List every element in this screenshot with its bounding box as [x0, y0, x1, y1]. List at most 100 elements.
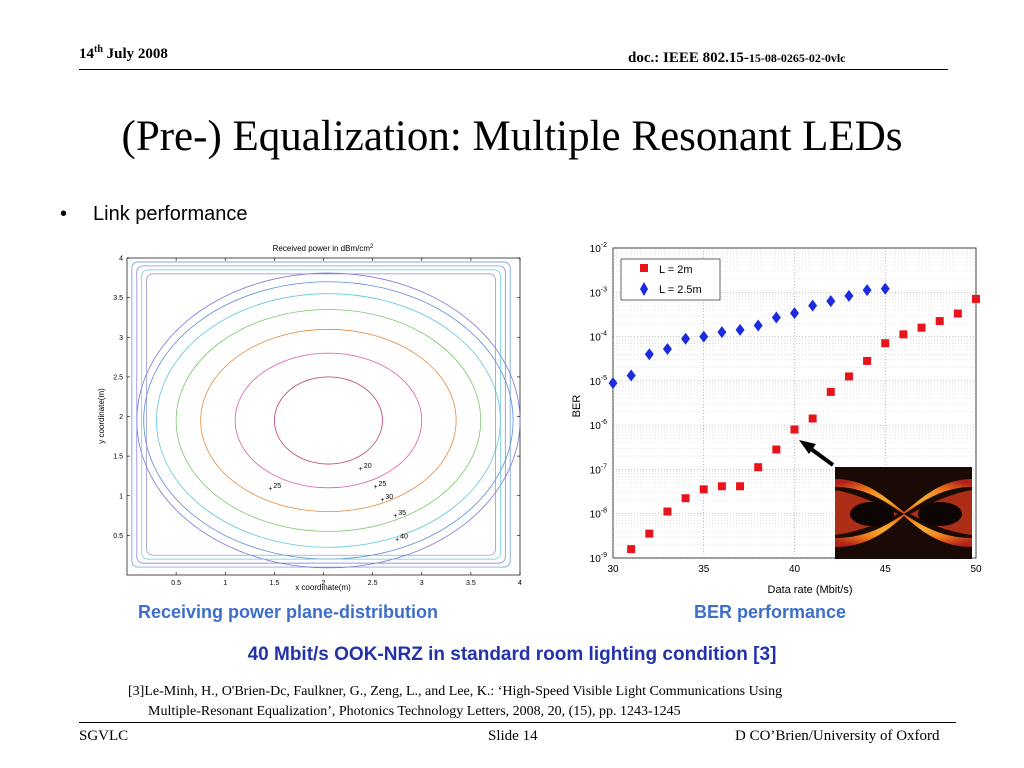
contour-figure: Received power in dBm/cm2 0.5 1 1.5 2 2.5 3 3.… [86, 238, 532, 596]
contour-marker: + [393, 513, 397, 520]
ber-chart: 10-9 10-8 10-7 10-6 10-5 10-4 10-3 10-2 30 35 40 45… [571, 242, 982, 596]
ber-ticks: 10-9 10-8 10-7 10-6 10-5 10-4 10-3 10-2 30 35 40 45… [590, 242, 982, 575]
ber-point-2m [736, 482, 745, 491]
ber-point-2m [826, 387, 835, 396]
contour-ring [273, 376, 383, 465]
ber-point-25m [608, 377, 618, 390]
contour-y-tick-label: 3 [119, 335, 123, 342]
ber-x-tick-label: 30 [607, 564, 619, 575]
ber-point-2m [863, 356, 872, 365]
contour-marker: + [374, 484, 378, 491]
footer-rule [79, 722, 956, 723]
ber-point-25m [771, 311, 781, 324]
contour-level-label: 25 [379, 481, 387, 488]
bullet-marker: • [60, 203, 68, 225]
ber-y-tick-label: 10-2 [590, 242, 607, 255]
ber-point-25m [808, 299, 818, 312]
reference-line-2: Multiple-Resonant Equalization’, Photoni… [148, 704, 681, 719]
ber-x-label: Data rate (Mbit/s) [768, 584, 853, 596]
ber-point-25m [790, 307, 799, 320]
contour-y-tick-label: 4 [119, 256, 123, 263]
contour-level-label: 30 [385, 494, 393, 501]
ber-point-2m [754, 463, 763, 472]
header-rule [79, 69, 948, 70]
ber-figure: 10-9 10-8 10-7 10-6 10-5 10-4 10-3 10-2 30 35 40 45… [568, 238, 993, 600]
contour-y-tick-label: 3.5 [113, 295, 123, 302]
link-condition-subtitle: 40 Mbit/s OOK-NRZ in standard room light… [247, 644, 777, 665]
ber-y-tick-label: 10-4 [590, 331, 607, 344]
contour-x-tick-label: 4 [518, 580, 522, 587]
ber-point-2m [790, 425, 799, 434]
contour-plot-frame [126, 257, 521, 576]
contour-edge-ring [141, 269, 501, 560]
contour-x-tick-label: 2 [322, 580, 326, 587]
contour-x-tick-label: 1 [223, 580, 227, 587]
contour-x-tick-label: 2.5 [368, 580, 378, 587]
ber-point-2m [681, 494, 690, 503]
ber-y-label: BER [571, 395, 583, 418]
legend-box [620, 258, 721, 301]
contour-x-tick-label: 0.5 [171, 580, 181, 587]
contour-y-label: y coordinate(m) [97, 388, 106, 444]
contour-y-tick-label: 1 [119, 493, 123, 500]
contour-edge-ring [131, 261, 511, 568]
legend-marker-2m [640, 264, 648, 272]
ber-y-tick-label: 10-9 [590, 552, 607, 565]
contour-y-tick-label: 0.5 [113, 533, 123, 540]
ber-point-2m [917, 323, 926, 332]
contour-ring [200, 328, 457, 512]
ber-point-25m [699, 330, 709, 343]
contour-ring [234, 352, 423, 489]
footer-slide-number: Slide 14 [488, 728, 538, 744]
eye-diagram-image [835, 467, 972, 559]
ber-point-2m [808, 414, 817, 423]
contour-marker: + [380, 497, 384, 504]
slide-title: (Pre-) Equalization: Multiple Resonant L… [121, 113, 903, 160]
ber-y-tick-label: 10-7 [590, 463, 607, 476]
contour-y-tick-label: 1.5 [113, 454, 123, 461]
contour-level-label: 40 [400, 534, 408, 541]
ber-point-2m [953, 309, 962, 318]
caption-receiving-power: Receiving power plane-distribution [138, 602, 439, 622]
ber-y-tick-label: 10-8 [590, 508, 607, 521]
contour-x-tick-label: 3 [420, 580, 424, 587]
contour-labels: +20+ 25 +25+ 30+ 35+ 40 [268, 463, 408, 544]
ber-point-2m [899, 330, 908, 339]
contour-level-label: 25 [273, 483, 281, 490]
contour-y-tick-label: 2 [119, 414, 123, 421]
contour-level-label: 20 [364, 463, 372, 470]
contour-edge-ring [146, 273, 496, 556]
arrow-icon [799, 440, 835, 467]
ber-point-2m [717, 482, 726, 491]
ber-point-25m [626, 369, 636, 382]
legend-label-2m: L = 2m [659, 264, 693, 276]
ber-point-25m [862, 284, 872, 297]
reference-line-1: [3]Le-Minh, H., O'Brien-Dc, Faulkner, G.… [128, 684, 783, 699]
ber-point-25m [880, 282, 890, 295]
ber-point-2m [627, 545, 636, 554]
contour-lines [131, 261, 521, 569]
ber-y-tick-label: 10-3 [590, 286, 607, 299]
ber-x-tick-label: 40 [789, 564, 801, 575]
ber-point-25m [826, 295, 836, 308]
ber-point-2m [699, 485, 708, 494]
contour-title: Received power in dBm/cm2 [273, 244, 374, 253]
ber-point-2m [844, 372, 853, 381]
legend-marker-25m [640, 282, 648, 296]
contour-ticks: 0.5 1 1.5 2 2.5 3 3.5 4 0.5 1 1.5 2 2.5 3 3.5 4 [113, 256, 522, 588]
contour-x-tick-label: 1.5 [270, 580, 280, 587]
ber-point-2m [645, 529, 654, 538]
ber-y-tick-label: 10-5 [590, 375, 607, 388]
header-doc-id: doc.: IEEE 802.15-15-08-0265-02-0vlc [628, 50, 846, 66]
ber-point-25m [681, 332, 691, 345]
contour-x-tick-label: 3.5 [466, 580, 476, 587]
contour-marker: + [395, 537, 399, 544]
bullet-text: Link performance [93, 203, 248, 225]
contour-marker: + [359, 466, 363, 473]
contour-chart: Received power in dBm/cm2 0.5 1 1.5 2 2.5 3 3.… [97, 244, 522, 592]
ber-point-25m [644, 348, 654, 361]
contour-edge-ring [136, 265, 506, 564]
ber-point-2m [881, 339, 890, 348]
ber-legend: L = 2m L = 2.5m [620, 258, 721, 301]
contour-ring [175, 309, 482, 532]
